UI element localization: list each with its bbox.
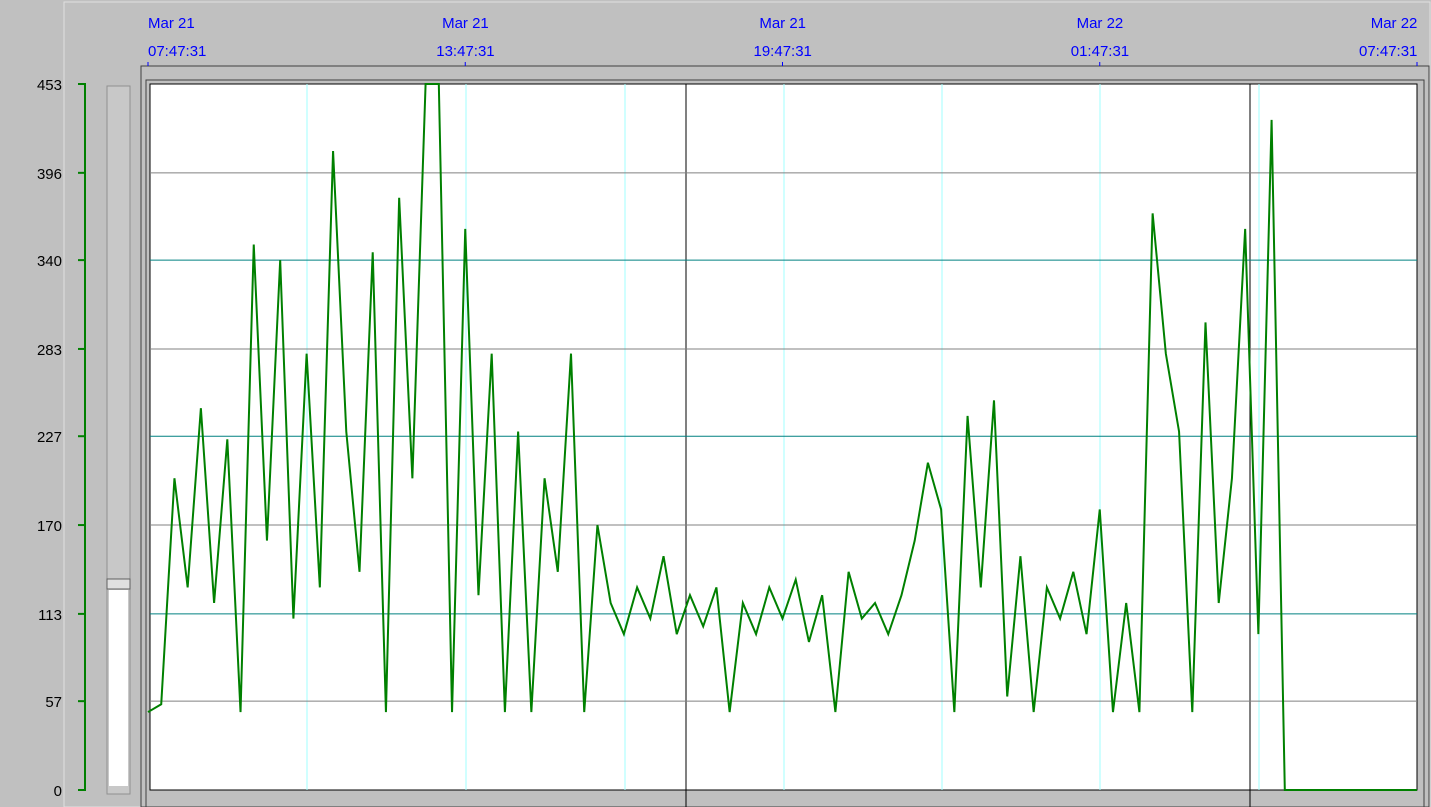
- y-tick-label: 57: [45, 694, 62, 711]
- y-tick-label: 396: [37, 166, 62, 183]
- plot-frame: [140, 65, 1430, 807]
- y-tick-label: 283: [37, 342, 62, 359]
- x-tick-label: Mar 21 19:47:31: [753, 15, 812, 60]
- x-tick-label: Mar 21 13:47:31: [436, 15, 495, 60]
- slider-thumb[interactable]: [106, 578, 131, 590]
- slider-fill: [109, 590, 128, 786]
- y-tick-label: 227: [37, 429, 62, 446]
- x-tick-label: Mar 22 01:47:31: [1070, 15, 1130, 60]
- data-line: [147, 83, 1417, 791]
- plot-frame-inner: [145, 79, 1425, 807]
- x-tick-label: Mar 22 07:47:31: [1359, 15, 1418, 60]
- y-tick-label: 113: [38, 607, 62, 624]
- minor-grid: [306, 84, 1260, 790]
- y-tick-label: 170: [37, 518, 62, 535]
- y-tick-label: 0: [54, 783, 62, 800]
- y-tick-label: 340: [37, 253, 62, 270]
- x-tick-label: Mar 21 07:47:31: [148, 15, 207, 60]
- y-tick-label: 453: [37, 77, 62, 94]
